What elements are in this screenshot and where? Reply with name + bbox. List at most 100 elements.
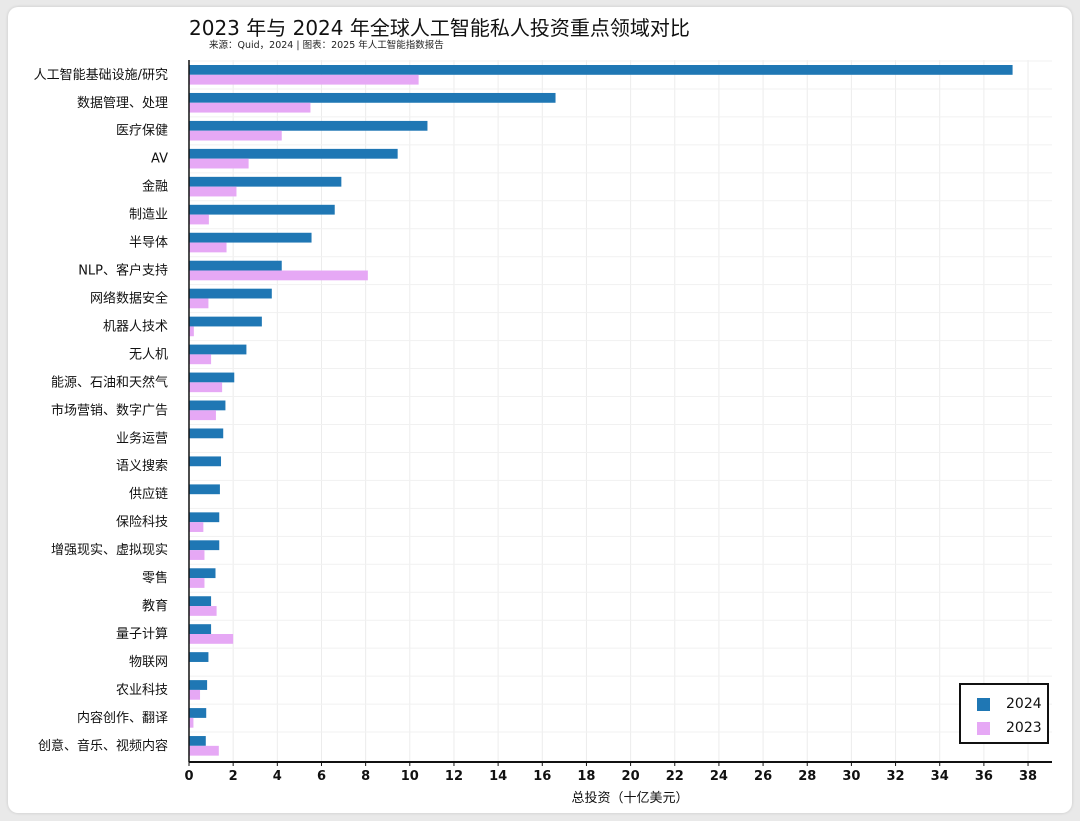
category-label: 零售 <box>142 570 168 586</box>
bar-2023-16 <box>189 522 204 532</box>
bar-2023-22 <box>189 689 201 700</box>
x-tick-label: 0 <box>184 769 193 784</box>
x-tick-label: 4 <box>273 769 282 784</box>
legend-label-2024: 2024 <box>1006 696 1042 712</box>
bar-2024-8 <box>189 288 272 299</box>
legend-swatch-2024 <box>977 697 990 711</box>
bar-2024-16 <box>189 512 220 523</box>
bar-2023-23 <box>189 717 194 728</box>
bar-2023-8 <box>189 298 209 309</box>
bar-2024-5 <box>189 204 335 215</box>
x-tick-label: 32 <box>887 769 905 784</box>
x-tick-label: 14 <box>489 769 507 784</box>
category-label: 能源、石油和天然气 <box>51 374 168 390</box>
category-label: 供应链 <box>129 486 168 502</box>
x-tick-label: 12 <box>445 769 463 784</box>
category-label: 数据管理、处理 <box>77 96 168 111</box>
category-label: 医疗保健 <box>116 124 168 139</box>
x-tick-label: 8 <box>361 769 370 784</box>
bar-2023-10 <box>189 354 212 365</box>
category-label: 创意、音乐、视频内容 <box>38 738 168 754</box>
legend-swatch-2023 <box>977 721 990 735</box>
bar-2023-11 <box>189 382 223 393</box>
x-tick-labels: 0 2 4 6 8 10 12 14 16 18 20 22 24 26 28 30 32 34 36 38 <box>184 769 1037 784</box>
bar-2023-18 <box>189 578 205 588</box>
x-tick-label: 18 <box>577 769 595 784</box>
bar-2023-12 <box>189 410 216 421</box>
bar-2024-15 <box>189 484 220 495</box>
x-tick-label: 30 <box>842 769 860 784</box>
category-label: 人工智能基础设施/研究 <box>34 68 168 83</box>
bar-2024-3 <box>189 148 398 159</box>
axes <box>188 60 1052 766</box>
bar-2023-20 <box>189 634 234 644</box>
bar-2024-11 <box>189 372 235 383</box>
bar-2023-9 <box>189 326 194 337</box>
category-label: 量子计算 <box>116 627 168 642</box>
category-label: 机器人技术 <box>103 319 168 334</box>
bar-2024-0 <box>189 65 1013 75</box>
bar-2024-4 <box>189 176 342 187</box>
category-label: 教育 <box>142 598 168 614</box>
bar-2024-14 <box>189 456 222 467</box>
x-tick-label: 16 <box>533 769 551 784</box>
x-axis-title: 总投资（十亿美元） <box>571 790 688 806</box>
x-tick-label: 26 <box>754 769 772 784</box>
bar-2023-7 <box>189 270 368 281</box>
category-label: 无人机 <box>129 347 168 362</box>
bar-2023-2 <box>189 130 282 141</box>
category-label: 市场营销、数字广告 <box>51 402 168 418</box>
legend-label-2023: 2023 <box>1006 720 1042 736</box>
x-tick-label: 38 <box>1019 769 1037 784</box>
bar-2024-24 <box>189 736 206 746</box>
x-tick-label: 10 <box>401 769 419 784</box>
x-tick-label: 28 <box>798 769 816 784</box>
category-label: 语义搜索 <box>116 459 168 474</box>
category-label: 增强现实、虚拟现实 <box>51 543 168 558</box>
x-tick-label: 24 <box>710 769 728 784</box>
category-label: 半导体 <box>129 236 168 251</box>
category-label: 内容创作、翻译 <box>77 710 168 726</box>
category-label: 保险科技 <box>116 515 168 530</box>
x-tick-label: 34 <box>931 769 949 784</box>
bar-2024-12 <box>189 400 226 411</box>
bar-2024-1 <box>189 92 556 103</box>
bar-2023-4 <box>189 186 237 197</box>
category-label: 网络数据安全 <box>90 290 168 306</box>
bar-2024-6 <box>189 232 312 243</box>
category-label: NLP、客户支持 <box>78 263 168 279</box>
category-label: 农业科技 <box>116 683 168 698</box>
bar-2024-22 <box>189 680 208 690</box>
bar-2023-5 <box>189 214 209 225</box>
bar-2023-24 <box>189 745 219 756</box>
category-label: AV <box>151 152 168 167</box>
legend-item-2024: 2024 <box>977 694 1042 714</box>
bar-2024-7 <box>189 260 282 271</box>
bars <box>189 65 1013 756</box>
bar-2023-1 <box>189 102 311 113</box>
x-tick-label: 6 <box>317 769 326 784</box>
bar-2023-3 <box>189 158 249 169</box>
bar-2023-0 <box>189 74 419 85</box>
category-label: 物联网 <box>129 655 168 670</box>
legend: 2024 2023 <box>959 683 1049 744</box>
bar-2023-6 <box>189 242 227 253</box>
x-tick-label: 2 <box>229 769 238 784</box>
bar-2024-18 <box>189 568 216 579</box>
bar-2024-2 <box>189 120 428 131</box>
bar-2023-17 <box>189 550 205 560</box>
x-tick-label: 36 <box>975 769 993 784</box>
bar-2024-23 <box>189 708 207 718</box>
category-label: 制造业 <box>129 208 168 223</box>
bar-2024-9 <box>189 316 262 327</box>
category-label: 金融 <box>142 179 168 195</box>
bar-2024-21 <box>189 652 209 662</box>
category-label: 业务运营 <box>116 430 168 446</box>
x-tick-label: 22 <box>666 769 684 784</box>
bar-2024-13 <box>189 428 224 439</box>
chart-subtitle: 来源：Quid，2024 | 图表：2025 年人工智能指数报告 <box>209 40 444 51</box>
legend-item-2023: 2023 <box>977 718 1042 738</box>
grid-lines <box>188 60 1052 762</box>
